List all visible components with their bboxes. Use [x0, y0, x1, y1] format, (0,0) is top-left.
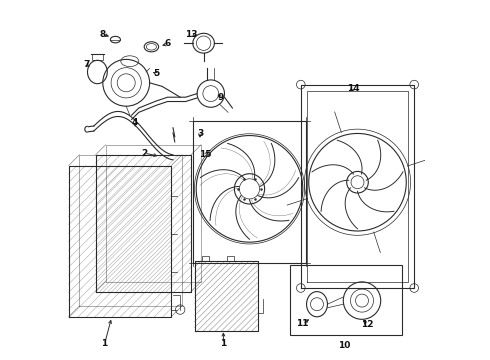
Text: 10: 10: [338, 341, 350, 350]
Text: 9: 9: [218, 93, 224, 102]
Text: 12: 12: [361, 320, 374, 329]
Text: 7: 7: [83, 60, 90, 69]
Text: 4: 4: [132, 118, 138, 127]
Text: 11: 11: [296, 320, 309, 328]
Text: 2: 2: [141, 149, 147, 158]
Bar: [92, 54, 103, 60]
Text: 6: 6: [165, 40, 171, 49]
Text: 1: 1: [101, 339, 108, 348]
Text: 3: 3: [197, 129, 203, 138]
Text: 5: 5: [154, 69, 160, 78]
Text: 15: 15: [199, 150, 212, 159]
Text: 14: 14: [347, 84, 359, 93]
Text: 8: 8: [99, 30, 106, 39]
Text: 13: 13: [185, 30, 197, 39]
Text: 1: 1: [220, 339, 226, 348]
Bar: [290, 265, 402, 335]
